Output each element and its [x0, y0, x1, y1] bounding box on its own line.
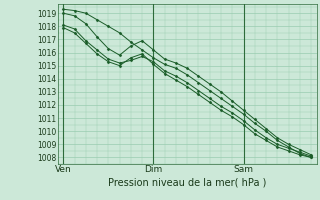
X-axis label: Pression niveau de la mer( hPa ): Pression niveau de la mer( hPa ) [108, 177, 266, 187]
